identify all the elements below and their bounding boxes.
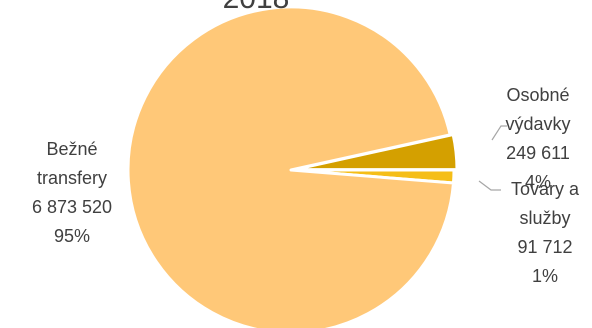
chart-title: 2018 [223,0,290,15]
leader-line-2 [478,180,501,191]
slice-label-2: Tovary a služby 91 712 1% [511,179,580,286]
leader-line-1 [491,125,507,141]
pie-slice-3 [126,5,455,328]
slice-label-1: Osobné výdavky 249 611 4% [505,85,570,192]
slice-label-3: Bežné transfery 6 873 520 95% [32,139,112,246]
